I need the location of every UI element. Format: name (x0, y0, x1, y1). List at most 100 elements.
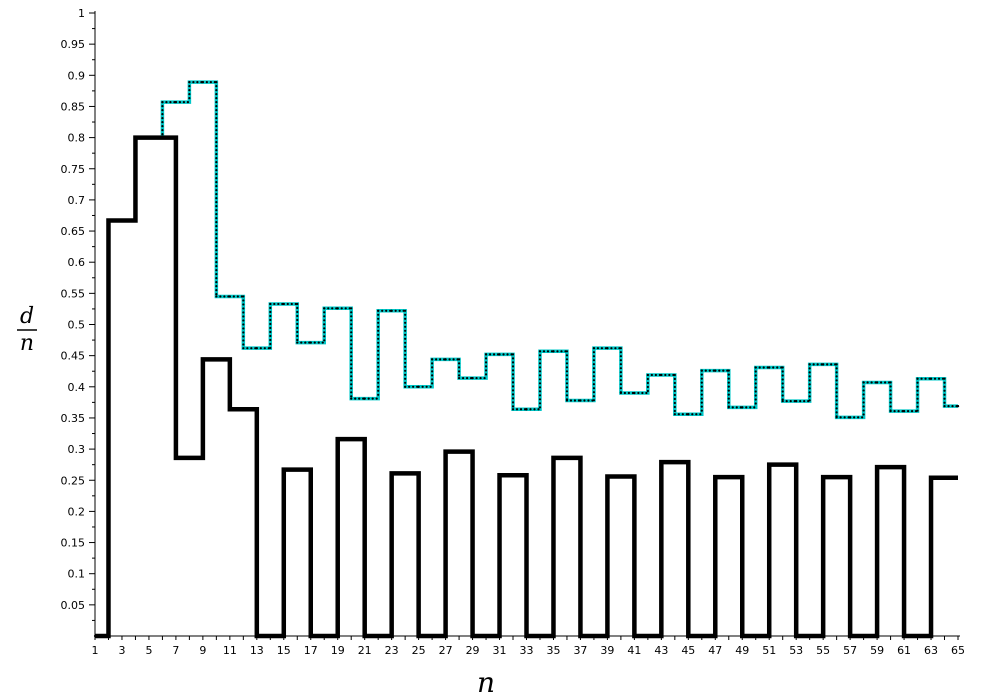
series-cyan-point (808, 391, 811, 394)
series-cyan-point (134, 168, 137, 171)
series-cyan-point (215, 149, 218, 152)
series-cyan-point (812, 363, 815, 366)
series-cyan-point (943, 401, 946, 404)
series-cyan-point (107, 527, 110, 530)
series-cyan-point (808, 395, 811, 398)
series-cyan-point (511, 408, 515, 411)
series-cyan-point (457, 374, 461, 377)
series-cyan-point (296, 326, 299, 330)
series-cyan-point (390, 309, 393, 312)
series-cyan-point (538, 386, 542, 389)
series-cyan-point (727, 373, 730, 376)
series-cyan-point (215, 237, 218, 240)
series-cyan-point (107, 231, 110, 234)
series-cyan-point (835, 411, 838, 414)
series-cyan-point (511, 405, 515, 408)
x-tick-label: 61 (897, 644, 911, 657)
series-cyan-point (134, 172, 137, 175)
series-cyan-point (269, 318, 272, 322)
series-cyan-point (633, 391, 636, 395)
series-cyan-point (269, 342, 272, 346)
series-cyan-point (323, 327, 326, 330)
series-cyan-point (483, 376, 486, 380)
series-cyan-point (350, 323, 353, 326)
series-cyan-point (107, 531, 110, 534)
series-cyan-point (862, 409, 865, 412)
series-cyan-point (822, 363, 825, 366)
series-cyan-point (565, 366, 569, 369)
series-cyan-point (749, 406, 752, 409)
series-cyan-point (134, 216, 137, 219)
series-cyan-point (753, 406, 756, 409)
series-cyan-point (215, 249, 218, 252)
series-cyan-point (808, 399, 811, 402)
series-cyan-point (350, 387, 353, 390)
y-tick-label: 0.05 (61, 599, 86, 612)
series-cyan-point (107, 427, 110, 430)
series-cyan-point (377, 377, 380, 380)
series-cyan-point (215, 261, 218, 264)
series-cyan-point (107, 415, 110, 418)
series-cyan-point (323, 335, 326, 338)
series-cyan-point (215, 289, 218, 292)
series-cyan-point (404, 377, 407, 380)
series-cyan-point (673, 373, 676, 377)
series-cyan-point (916, 397, 919, 400)
series-cyan-point (269, 338, 272, 342)
series-cyan-point (408, 385, 411, 388)
series-cyan-point (188, 81, 191, 84)
series-cyan-point (627, 391, 630, 395)
series-cyan-point (835, 367, 838, 370)
series-cyan-point (681, 413, 684, 416)
series-cyan-point (115, 219, 118, 222)
series-cyan-point (754, 394, 757, 397)
series-cyan-point (323, 307, 326, 310)
series-cyan-point (448, 358, 451, 361)
series-cyan-point (781, 374, 784, 377)
y-tick-label: 0.1 (68, 568, 86, 581)
series-cyan-point (727, 385, 730, 388)
series-cyan-point (215, 221, 218, 224)
series-cyan-point (107, 571, 110, 574)
series-cyan-point (350, 343, 353, 346)
y-tick-label: 0.95 (61, 38, 86, 51)
series-cyan-point (107, 343, 110, 346)
series-cyan-point (107, 435, 110, 438)
series-cyan-point (350, 327, 353, 330)
series-cyan-point (619, 391, 622, 395)
series-cyan-point (920, 377, 923, 380)
series-cyan-point (232, 295, 235, 298)
series-cyan-point (215, 85, 218, 88)
series-cyan-point (853, 416, 856, 419)
series-cyan-point (398, 309, 401, 312)
series-cyan-point (835, 407, 838, 410)
series-cyan-point (161, 104, 164, 108)
series-cyan-point (889, 389, 892, 392)
series-cyan-point (350, 355, 353, 358)
series-cyan-point (412, 385, 415, 388)
series-cyan-point (381, 309, 384, 312)
series-cyan-point (350, 307, 353, 310)
series-cyan-point (695, 413, 698, 416)
series-cyan-point (592, 355, 596, 358)
series-cyan-point (592, 391, 596, 394)
series-cyan-point (502, 353, 505, 356)
series-cyan-point (377, 321, 380, 324)
series-cyan-point (596, 347, 600, 350)
series-cyan-point (215, 177, 218, 180)
series-cyan-point (404, 369, 407, 372)
series-cyan-point (511, 365, 515, 368)
series-cyan-point (394, 309, 397, 312)
x-tick-label: 59 (870, 644, 884, 657)
series-cyan-point (107, 371, 110, 374)
series-cyan-point (619, 383, 622, 386)
y-tick-label: 0.4 (68, 381, 86, 394)
series-cyan-point (377, 361, 380, 364)
series-cyan-point (228, 295, 231, 298)
series-cyan-point (511, 381, 515, 384)
series-cyan-point (350, 371, 353, 374)
series-cyan-point (107, 447, 110, 450)
series-cyan-point (714, 369, 717, 372)
series-cyan-point (457, 362, 461, 365)
series-cyan-point (754, 370, 757, 373)
